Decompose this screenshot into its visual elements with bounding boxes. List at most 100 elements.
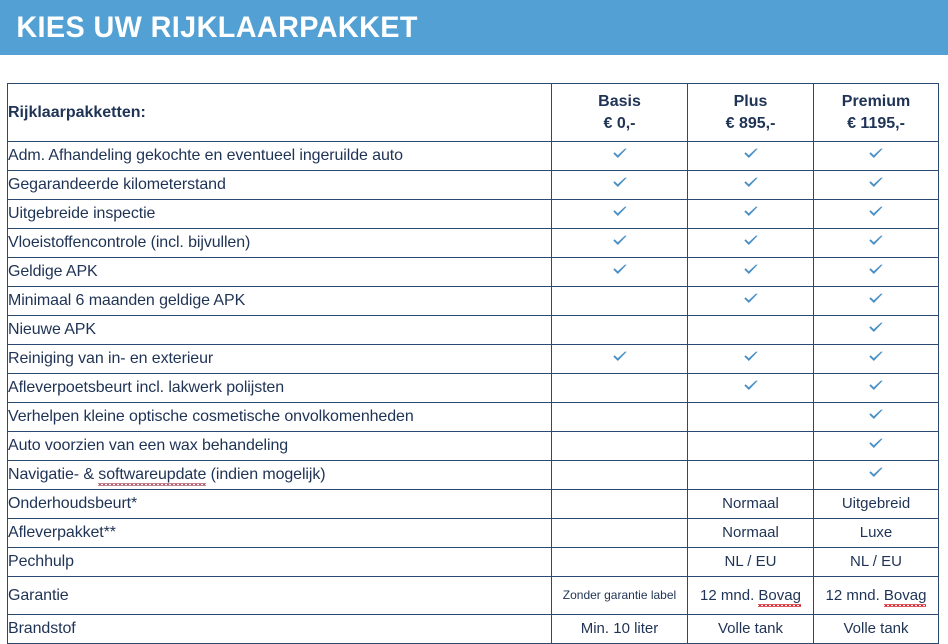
feature-label: Uitgebreide inspectie bbox=[7, 199, 552, 229]
cell-plus-16: Volle tank bbox=[687, 614, 814, 644]
package-name-plus: Plus bbox=[733, 92, 768, 110]
cell-basis-14 bbox=[551, 547, 688, 577]
table-row: Adm. Afhandeling gekochte en eventueel i… bbox=[7, 141, 939, 171]
cell-basis-12 bbox=[551, 489, 688, 519]
feature-column-header: Rijklaarpakketten: bbox=[7, 83, 552, 142]
cell-basis-1 bbox=[551, 170, 688, 200]
cell-plus-8 bbox=[687, 373, 814, 403]
check-icon bbox=[867, 174, 885, 192]
check-icon bbox=[742, 145, 760, 163]
cell-plus-14: NL / EU bbox=[687, 547, 814, 577]
table-row: Garantie Zonder garantie label 12 mnd. Bov… bbox=[7, 576, 939, 615]
check-icon bbox=[742, 261, 760, 279]
cell-plus-13: Normaal bbox=[687, 518, 814, 548]
cell-premium-16: Volle tank bbox=[813, 614, 939, 644]
feature-label: Afleverpoetsbeurt incl. lakwerk polijste… bbox=[7, 373, 552, 403]
check-icon bbox=[867, 319, 885, 337]
check-icon bbox=[867, 290, 885, 308]
cell-basis-3 bbox=[551, 228, 688, 258]
cell-premium-15: 12 mnd. Bovag bbox=[813, 576, 939, 615]
cell-plus-7 bbox=[687, 344, 814, 374]
feature-label: Minimaal 6 maanden geldige APK bbox=[7, 286, 552, 316]
check-icon bbox=[867, 464, 885, 482]
cell-premium-9 bbox=[813, 402, 939, 432]
check-icon bbox=[611, 145, 629, 163]
check-icon bbox=[867, 435, 885, 453]
table-row: Reiniging van in- en exterieur bbox=[7, 344, 939, 374]
package-price-basis: € 0,- bbox=[603, 114, 636, 132]
check-icon bbox=[742, 203, 760, 221]
table-header-row: Rijklaarpakketten: Basis € 0,- Plus € 89… bbox=[7, 83, 939, 142]
package-column-header-premium: Premium € 1195,- bbox=[813, 83, 939, 142]
cell-premium-8 bbox=[813, 373, 939, 403]
cell-basis-15: Zonder garantie label bbox=[551, 576, 688, 615]
feature-label: Geldige APK bbox=[7, 257, 552, 287]
table-row: Auto voorzien van een wax behandeling bbox=[7, 431, 939, 461]
cell-basis-10 bbox=[551, 431, 688, 461]
feature-label: Gegarandeerde kilometerstand bbox=[7, 170, 552, 200]
cell-premium-5 bbox=[813, 286, 939, 316]
feature-label: Reiniging van in- en exterieur bbox=[7, 344, 552, 374]
cell-basis-9 bbox=[551, 402, 688, 432]
cell-basis-0 bbox=[551, 141, 688, 171]
cell-plus-11 bbox=[687, 460, 814, 490]
cell-premium-14: NL / EU bbox=[813, 547, 939, 577]
cell-basis-4 bbox=[551, 257, 688, 287]
cell-plus-15: 12 mnd. Bovag bbox=[687, 576, 814, 615]
check-icon bbox=[742, 232, 760, 250]
table-row: Uitgebreide inspectie bbox=[7, 199, 939, 229]
cell-premium-13: Luxe bbox=[813, 518, 939, 548]
package-price-premium: € 1195,- bbox=[847, 114, 905, 132]
check-icon bbox=[867, 203, 885, 221]
cell-plus-3 bbox=[687, 228, 814, 258]
package-name-premium: Premium bbox=[841, 92, 911, 110]
check-icon bbox=[611, 203, 629, 221]
cell-premium-3 bbox=[813, 228, 939, 258]
cell-premium-4 bbox=[813, 257, 939, 287]
table-row: Geldige APK bbox=[7, 257, 939, 287]
package-column-header-basis: Basis € 0,- bbox=[551, 83, 688, 142]
feature-label: Garantie bbox=[7, 576, 552, 615]
check-icon bbox=[867, 145, 885, 163]
cell-plus-5 bbox=[687, 286, 814, 316]
table-row: Afleverpoetsbeurt incl. lakwerk polijste… bbox=[7, 373, 939, 403]
check-icon bbox=[867, 377, 885, 395]
feature-label: Onderhoudsbeurt* bbox=[7, 489, 552, 519]
cell-plus-12: Normaal bbox=[687, 489, 814, 519]
table-header: Rijklaarpakketten: Basis € 0,- Plus € 89… bbox=[7, 83, 939, 142]
cell-plus-4 bbox=[687, 257, 814, 287]
table-row: Brandstof Min. 10 liter Volle tank Volle ta… bbox=[7, 614, 939, 644]
cell-basis-16: Min. 10 liter bbox=[551, 614, 688, 644]
check-icon bbox=[867, 232, 885, 250]
cell-plus-10 bbox=[687, 431, 814, 461]
spellcheck-underline: Bovag bbox=[883, 586, 927, 604]
package-price-plus: € 895,- bbox=[725, 114, 776, 132]
page-banner: KIES UW RIJKLAARPAKKET bbox=[0, 0, 948, 55]
check-icon bbox=[742, 290, 760, 308]
check-icon bbox=[867, 406, 885, 424]
check-icon bbox=[742, 174, 760, 192]
cell-basis-11 bbox=[551, 460, 688, 490]
spellcheck-underline: Bovag bbox=[758, 586, 801, 604]
table-row: Pechhulp NL / EU NL / EU bbox=[7, 547, 939, 577]
feature-label: Verhelpen kleine optische cosmetische on… bbox=[7, 402, 552, 432]
cell-premium-6 bbox=[813, 315, 939, 345]
feature-label: Navigatie- & softwareupdate (indien moge… bbox=[7, 460, 552, 490]
feature-label: Adm. Afhandeling gekochte en eventueel i… bbox=[7, 141, 552, 171]
cell-plus-2 bbox=[687, 199, 814, 229]
feature-label: Vloeistoffencontrole (incl. bijvullen) bbox=[7, 228, 552, 258]
spellcheck-underline: softwareupdate bbox=[98, 466, 207, 483]
check-icon bbox=[611, 261, 629, 279]
check-icon bbox=[867, 261, 885, 279]
table-row: Onderhoudsbeurt* Normaal Uitgebreid bbox=[7, 489, 939, 519]
check-icon bbox=[611, 348, 629, 366]
page-title: KIES UW RIJKLAARPAKKET bbox=[16, 10, 418, 44]
table-row: Verhelpen kleine optische cosmetische on… bbox=[7, 402, 939, 432]
table-row: Nieuwe APK bbox=[7, 315, 939, 345]
cell-basis-8 bbox=[551, 373, 688, 403]
package-name-basis: Basis bbox=[598, 92, 641, 110]
cell-premium-11 bbox=[813, 460, 939, 490]
cell-premium-0 bbox=[813, 141, 939, 171]
cell-plus-1 bbox=[687, 170, 814, 200]
check-icon bbox=[742, 348, 760, 366]
